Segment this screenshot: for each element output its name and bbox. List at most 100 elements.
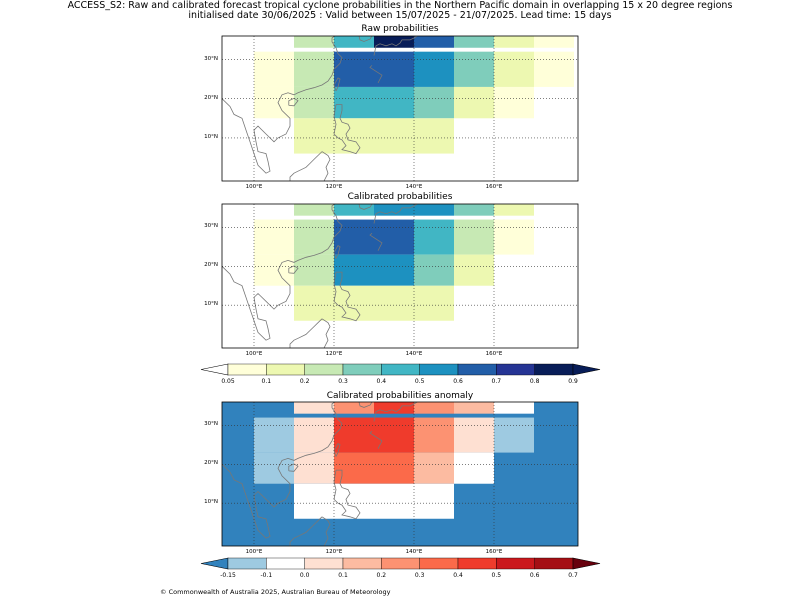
lon-tick-label: 160°E	[485, 351, 503, 357]
probability-cell	[294, 219, 334, 255]
lon-tick-label: 160°E	[485, 184, 503, 190]
lon-tick-label: 160°E	[485, 549, 503, 555]
probability-cell	[414, 219, 454, 255]
probability-cell	[254, 51, 294, 87]
colorbar-segment	[534, 363, 574, 376]
probability-cell	[414, 204, 454, 216]
colorbar-tick-label: 0.4	[376, 378, 387, 385]
colorbar-tick-label: 0.6	[453, 378, 463, 385]
colorbar-over-arrow	[572, 363, 601, 376]
probability-cell	[254, 219, 294, 255]
probability-cell	[334, 36, 374, 48]
probability-cell	[254, 254, 294, 286]
probability-cell	[494, 36, 534, 48]
colorbar-tick-label: 0.4	[453, 572, 463, 579]
colorbar-segment	[342, 557, 382, 570]
probability-cell	[494, 51, 534, 87]
coastline	[222, 204, 418, 348]
colorbar-segment	[266, 363, 305, 376]
colorbar-segment	[266, 557, 305, 570]
probability-cell	[334, 86, 414, 119]
probability-cell	[294, 417, 334, 453]
probability-cell	[254, 452, 294, 484]
lon-tick-label: 100°E	[245, 351, 263, 357]
lat-tick-label: 10°N	[204, 499, 218, 506]
probability-cell	[294, 483, 454, 519]
map-panel-anomaly	[222, 402, 578, 546]
probability-cell	[534, 36, 574, 48]
colorbar-tick-label: 0.1	[338, 572, 348, 579]
probability-cell	[454, 36, 494, 48]
probability-cell	[414, 417, 454, 453]
colorbar-tick-label: 0.2	[299, 378, 310, 385]
colorbar-tick-label: 0.1	[261, 378, 272, 385]
lat-tick-label: 30°N	[204, 223, 218, 230]
probability-cell	[334, 452, 414, 484]
lat-tick-label: 30°N	[204, 55, 218, 62]
probability-cell	[454, 219, 494, 255]
probability-cell	[494, 86, 534, 119]
colorbar-tick-label: 0.7	[568, 572, 578, 579]
probability-cell	[414, 51, 454, 87]
colorbar-tick-label: 0.8	[529, 378, 540, 385]
colorbar-segment	[457, 363, 497, 376]
probability-cell	[374, 204, 414, 216]
probability-cell	[334, 219, 414, 255]
probability-cell	[534, 51, 574, 87]
coastline	[222, 402, 418, 546]
lat-tick-label: 10°N	[204, 301, 218, 308]
figure-title-line-1: ACCESS_S2: Raw and calibrated forecast t…	[67, 0, 733, 11]
colorbar-tick-label: 0.5	[491, 572, 502, 579]
panel-title-anomaly: Calibrated probabilities anomaly	[326, 391, 474, 401]
probability-cell	[494, 417, 534, 453]
map-frame	[221, 203, 579, 349]
map-panel-raw	[222, 36, 574, 181]
colorbar-tick-label: 0.9	[568, 378, 578, 385]
probability-cell	[254, 86, 294, 119]
map-frame	[221, 401, 579, 547]
lat-tick-label: 20°N	[204, 262, 218, 269]
probability-cell	[294, 204, 334, 216]
lat-tick-label: 30°N	[204, 421, 218, 428]
lon-tick-label: 140°E	[405, 549, 423, 555]
probability-cell	[294, 36, 334, 48]
lon-tick-label: 140°E	[405, 351, 423, 357]
probability-cell	[454, 204, 494, 216]
colorbar-tick-label: -0.15	[220, 572, 236, 579]
panel-title-calibrated: Calibrated probabilities	[347, 192, 453, 202]
colorbar-segment	[419, 557, 459, 570]
probability-cell	[294, 51, 334, 87]
coastline	[222, 36, 418, 181]
colorbar-segment	[381, 557, 420, 570]
copyright-footer: © Commonwealth of Australia 2025, Austra…	[160, 588, 391, 596]
probability-cell	[414, 254, 454, 286]
probability-cell	[454, 86, 494, 119]
colorbar-tick-label: 0.5	[414, 378, 425, 385]
colorbar-tick-label: 0.3	[414, 572, 425, 579]
probability-cell	[334, 417, 414, 453]
colorbar-segment	[227, 557, 267, 570]
colorbar-tick-label: 0.2	[376, 572, 387, 579]
colorbar-segment	[496, 363, 535, 376]
probability-cell	[454, 51, 494, 87]
colorbar-segment	[304, 363, 344, 376]
colorbar-segment	[304, 557, 344, 570]
probability-cell	[294, 118, 454, 154]
probability-cell	[454, 254, 494, 286]
colorbar-tick-label: 0.0	[299, 572, 310, 579]
colorbar-tick-label: 0.7	[491, 378, 502, 385]
probability-cell	[294, 285, 454, 321]
figure-title-line-2: initialised date 30/06/2025 : Valid betw…	[188, 10, 612, 21]
probability-cell	[494, 204, 534, 216]
colorbar-segment	[381, 363, 420, 376]
lat-tick-label: 10°N	[204, 133, 218, 140]
probability-cell	[494, 219, 534, 255]
lon-tick-label: 100°E	[245, 549, 263, 555]
lat-tick-label: 20°N	[204, 94, 218, 101]
probability-cell	[254, 417, 294, 453]
probability-cell	[414, 402, 454, 414]
probability-cell	[454, 402, 494, 414]
probability-cell	[374, 36, 414, 48]
probability-cell	[374, 402, 414, 414]
colorbar-under-arrow	[200, 557, 229, 570]
